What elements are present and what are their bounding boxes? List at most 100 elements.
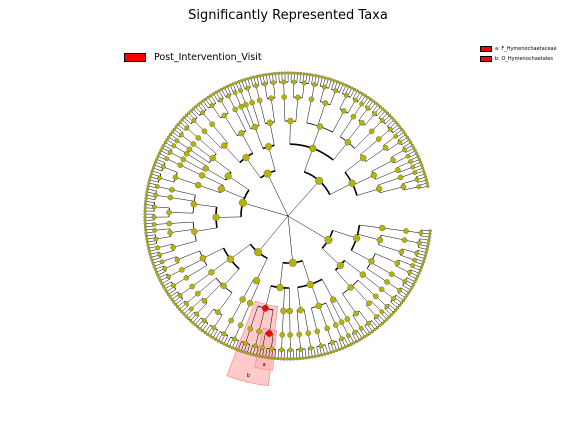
cladogram-node [174,125,178,129]
cladogram-node [222,86,227,90]
cladogram-node [389,271,395,277]
cladogram-node [232,90,238,96]
cladogram-node [143,203,148,207]
cladogram-node [254,248,263,257]
cladogram-node [175,305,180,309]
cladogram-branch [312,126,321,149]
cladogram-node [329,350,333,355]
cladogram-branch [360,138,379,155]
cladogram-node [287,347,293,353]
cladogram-node [281,94,287,100]
cladogram-node [203,330,207,335]
cladogram-node [237,80,241,84]
cladogram-node [208,334,212,338]
cladogram-node [341,82,345,86]
cladogram-node [273,356,277,360]
cladogram-node [370,172,378,179]
cladogram-node [152,163,156,167]
cladogram-node [373,327,377,332]
cladogram-node [231,82,235,86]
cladogram-branch [161,256,177,263]
cladogram-node [383,109,387,113]
cladogram-node [252,75,256,79]
cladogram-node [296,331,303,338]
taxa-legend-label-a: a: F_Hymenochaetaceae [495,46,557,52]
cladogram-node [194,105,198,109]
cladogram-node [307,355,311,360]
cladogram-node [215,309,221,315]
cladogram-node [428,229,432,233]
cladogram-branch [344,260,363,275]
cladogram-node [167,194,174,201]
cladogram-node [314,328,321,335]
cladogram-node [376,236,384,244]
cladogram-branch [194,227,218,232]
cladogram-branch [180,164,203,176]
taxa-legend-swatch [480,46,492,52]
cladogram-node [287,332,293,338]
cladogram-node [412,257,417,263]
cladogram-node [368,258,375,265]
cladogram-node [182,115,186,120]
cladogram-branch [396,161,411,168]
cladogram-node [201,128,208,135]
cladogram-node [144,196,148,201]
cladogram-branch [371,159,394,172]
cladogram-node [177,162,184,168]
cladogram-branch [193,203,217,208]
cladogram-branch [335,298,348,320]
cladogram-node [264,73,268,77]
cladogram-branch [159,177,174,183]
cladogram-node [385,317,389,321]
cladogram-node [144,234,149,238]
cladogram-node [279,332,286,338]
cladogram-branch [242,202,289,217]
cladogram-node [243,101,249,108]
cladogram-node [155,157,159,161]
cladogram-node [221,112,228,119]
cladogram-branch [354,131,372,149]
cladogram-node [306,280,314,289]
cladogram-node [292,71,296,75]
cladogram-node [402,279,408,284]
cladogram-node [165,290,169,294]
cladogram-branch [398,166,413,173]
cladogram-node [424,250,428,255]
cladogram-node [148,178,152,182]
cladogram-node [191,228,198,235]
cladogram-branch [404,186,419,191]
cladogram-branch [295,97,299,122]
cladogram-branch [204,283,222,301]
cladogram-node [427,235,432,239]
cladogram-node [164,156,170,162]
cladogram-node [387,315,391,319]
cladogram-node [198,327,202,331]
cladogram-node [267,72,271,76]
cladogram-node [310,355,314,359]
cladogram-node [258,74,262,78]
cladogram-node [160,164,166,170]
cladogram-branch [282,310,284,335]
cladogram-branch [330,90,336,105]
cladogram-node [403,228,409,234]
cladogram-node [200,329,205,333]
cladogram-node [305,330,312,337]
cladogram-node [301,356,305,360]
cladogram-branch [335,269,351,288]
cladogram-branch [204,308,214,321]
cladogram-node [397,174,404,181]
cladogram-node [316,354,321,358]
cladogram-branch [183,159,205,171]
cladogram-node [400,128,404,132]
cladogram-node [414,277,418,281]
cladogram-node [379,224,386,232]
cladogram-node [228,83,232,87]
cladogram-branch [325,302,336,326]
cladogram-branch [340,116,354,137]
cladogram-node [348,179,356,187]
taxa-legend-label-b: b: O_Hymenochaetales [495,56,553,62]
cladogram-node [408,159,413,165]
cladogram-node [373,314,379,320]
cladogram-node [344,83,348,87]
cladogram-node [295,71,300,75]
